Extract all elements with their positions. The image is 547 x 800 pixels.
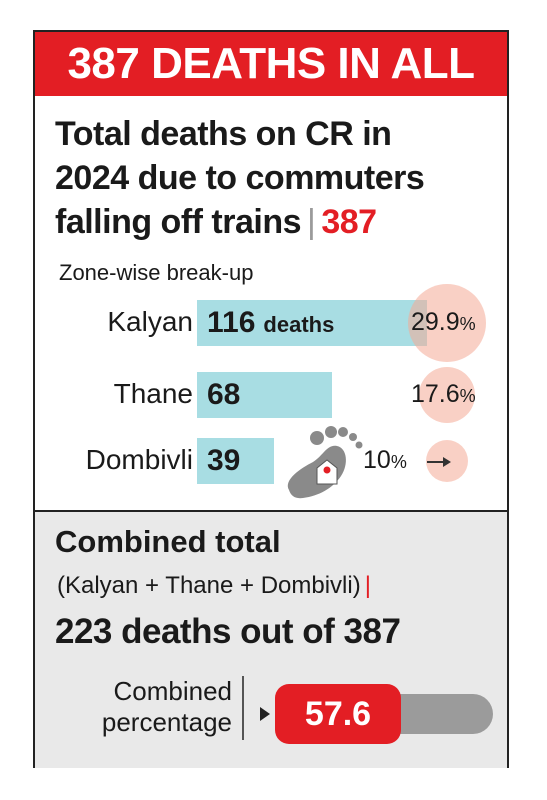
zone-percentage-number: 17.6 (411, 380, 460, 408)
cp-label-line1: Combined (113, 676, 232, 706)
zone-label: Thane (113, 378, 193, 409)
footprint-toe (325, 426, 337, 438)
zone-percentage-number: 29.9 (411, 308, 460, 336)
cp-value: 57.6 (304, 695, 372, 733)
zone-value-number: 68 (207, 378, 241, 411)
footprint-tag-dot (323, 466, 331, 474)
combined-panel: Combined total (Kalyan + Thane + Dombivl… (35, 510, 507, 768)
headline-total: 387 (321, 203, 377, 241)
cp-divider (242, 676, 244, 740)
cp-fill (275, 684, 401, 744)
zone-bubble (419, 367, 475, 423)
cp-label-line2: percentage (101, 707, 232, 737)
arrow-line (427, 461, 445, 463)
footprint-toe (355, 441, 363, 449)
headline-line1: Total deaths on CR in (55, 115, 392, 153)
infographic-frame: 387 DEATHS IN ALL Total deaths on CR in … (33, 30, 509, 768)
zone-percentage-symbol: % (459, 386, 476, 406)
zone-percentage: 17.6% (411, 380, 476, 409)
zone-label: Dombivli (85, 444, 193, 475)
headline-line2: 2024 due to commuters (55, 159, 425, 197)
combined-subtitle-bar: | (364, 572, 371, 599)
footprint-toe (310, 431, 324, 445)
combined-subtitle: (Kalyan + Thane + Dombivli) | (57, 572, 371, 600)
zone-value-unit: deaths (263, 312, 335, 337)
zone-percentage-symbol: % (390, 452, 407, 472)
zone-bar (197, 372, 332, 418)
zone-percentage-number: 10 (363, 446, 391, 474)
zone-percentage-symbol: % (459, 314, 476, 334)
zone-bar (197, 300, 427, 346)
arrow-icon (443, 457, 451, 467)
headline-divider: | (307, 203, 316, 241)
zone-value: 39 (207, 438, 240, 484)
zone-value-number: 116 (207, 306, 256, 339)
zone-percentage: 29.9% (411, 308, 476, 337)
zone-bubble (408, 284, 486, 362)
zone-subhead: Zone-wise break-up (59, 260, 254, 285)
footprint-toe (349, 433, 357, 441)
footprint-icon (287, 426, 363, 499)
headline-line3: falling off trains | 387 (55, 200, 495, 244)
zone-value: 116 deaths (207, 300, 334, 348)
zone-value-number: 39 (207, 444, 241, 477)
zone-value: 68 (207, 372, 240, 418)
cp-pointer-icon (260, 707, 270, 721)
headline-line3-text: falling off trains (55, 203, 302, 241)
footprint-toe (338, 427, 348, 437)
combined-title: Combined total (55, 524, 281, 559)
banner-title: 387 DEATHS IN ALL (35, 32, 507, 96)
zone-percentage: 10% (363, 446, 407, 475)
headline: Total deaths on CR in 2024 due to commut… (55, 112, 495, 244)
combined-percentage-label: Combined percentage (47, 676, 232, 738)
zone-bar (197, 438, 274, 484)
combined-subtitle-text: (Kalyan + Thane + Dombivli) (57, 572, 361, 599)
zone-label: Kalyan (107, 306, 193, 337)
combined-main: 223 deaths out of 387 (55, 612, 401, 651)
